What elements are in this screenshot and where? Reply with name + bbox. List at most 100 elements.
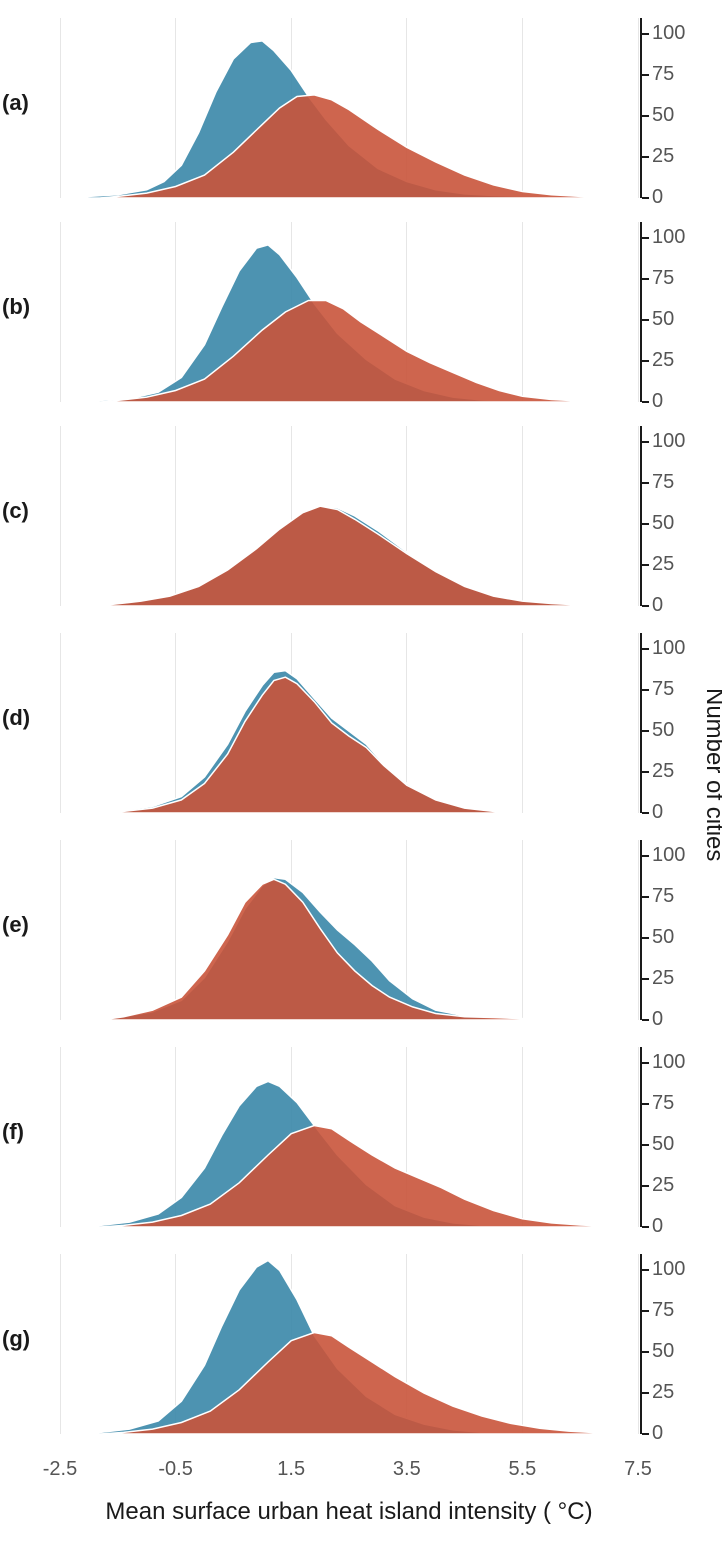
y-tick xyxy=(642,156,649,158)
y-tick-label: 50 xyxy=(652,926,674,949)
y-tick xyxy=(642,115,649,117)
y-tick xyxy=(642,1392,649,1394)
y-tick-label: 100 xyxy=(652,430,685,453)
y-axis-line xyxy=(640,426,642,606)
y-tick xyxy=(642,855,649,857)
panel-label-e: (e) xyxy=(2,912,29,938)
y-tick-label: 50 xyxy=(652,719,674,742)
y-tick-label: 25 xyxy=(652,760,674,783)
y-axis-line xyxy=(640,1254,642,1434)
x-tick-label: 1.5 xyxy=(277,1458,305,1481)
y-tick-label: 100 xyxy=(652,844,685,867)
y-tick xyxy=(642,1433,649,1435)
y-tick-label: 100 xyxy=(652,1258,685,1281)
y-tick-label: 75 xyxy=(652,471,674,494)
y-tick-label: 100 xyxy=(652,1051,685,1074)
y-axis-line xyxy=(640,222,642,402)
y-tick xyxy=(642,771,649,773)
y-tick xyxy=(642,1062,649,1064)
y-tick-label: 75 xyxy=(652,267,674,290)
y-tick xyxy=(642,1103,649,1105)
y-axis-line xyxy=(640,840,642,1020)
panel-f: 0255075100(f) xyxy=(0,1047,722,1227)
panel-label-a: (a) xyxy=(2,90,29,116)
panel-label-d: (d) xyxy=(2,705,30,731)
y-axis-title: Number of cities xyxy=(700,688,722,861)
y-tick-label: 25 xyxy=(652,1174,674,1197)
y-tick-label: 100 xyxy=(652,226,685,249)
y-tick xyxy=(642,689,649,691)
panel-a: 0255075100(a) xyxy=(0,18,722,198)
x-tick-label: -2.5 xyxy=(43,1458,77,1481)
density-svg-a xyxy=(0,18,722,198)
y-tick xyxy=(642,1144,649,1146)
panel-b: 0255075100(b) xyxy=(0,222,722,402)
y-tick-label: 25 xyxy=(652,967,674,990)
y-axis-line xyxy=(640,1047,642,1227)
y-tick xyxy=(642,33,649,35)
panel-c: 0255075100(c) xyxy=(0,426,722,606)
panel-label-c: (c) xyxy=(2,498,29,524)
x-tick-label: 7.5 xyxy=(624,1458,652,1481)
density-svg-d xyxy=(0,633,722,813)
y-tick xyxy=(642,74,649,76)
panel-e: 0255075100(e) xyxy=(0,840,722,1020)
y-tick xyxy=(642,730,649,732)
density-svg-e xyxy=(0,840,722,1020)
y-tick xyxy=(642,605,649,607)
density-svg-f xyxy=(0,1047,722,1227)
y-tick xyxy=(642,197,649,199)
y-tick-label: 75 xyxy=(652,63,674,86)
y-tick xyxy=(642,1310,649,1312)
y-tick xyxy=(642,1269,649,1271)
y-tick xyxy=(642,401,649,403)
y-tick xyxy=(642,1185,649,1187)
y-axis-line xyxy=(640,18,642,198)
panel-label-f: (f) xyxy=(2,1119,24,1145)
y-tick-label: 25 xyxy=(652,349,674,372)
x-tick-label: 5.5 xyxy=(508,1458,536,1481)
y-tick xyxy=(642,482,649,484)
panel-label-b: (b) xyxy=(2,294,30,320)
y-tick-label: 75 xyxy=(652,885,674,908)
density-svg-b xyxy=(0,222,722,402)
y-tick-label: 0 xyxy=(652,390,663,413)
x-tick-label: -0.5 xyxy=(158,1458,192,1481)
y-tick-label: 0 xyxy=(652,186,663,209)
density-red xyxy=(101,677,517,813)
y-tick xyxy=(642,648,649,650)
y-tick-label: 0 xyxy=(652,1422,663,1445)
panel-label-g: (g) xyxy=(2,1326,30,1352)
density-red xyxy=(101,879,563,1020)
y-tick xyxy=(642,1226,649,1228)
y-tick-label: 50 xyxy=(652,104,674,127)
y-tick xyxy=(642,1019,649,1021)
y-tick-label: 100 xyxy=(652,22,685,45)
y-tick xyxy=(642,812,649,814)
density-red xyxy=(89,506,609,606)
y-tick xyxy=(642,278,649,280)
panel-g: 0255075100(g) xyxy=(0,1254,722,1434)
density-svg-c xyxy=(0,426,722,606)
x-tick-label: 3.5 xyxy=(393,1458,421,1481)
density-svg-g xyxy=(0,1254,722,1434)
density-ridgeline-figure: 0 25 50 75 100 (a) 0 25 50 75 100 (b) 0 25 50 75 100 (c) 0… xyxy=(0,0,722,1552)
y-tick xyxy=(642,1351,649,1353)
y-tick xyxy=(642,523,649,525)
y-tick-label: 50 xyxy=(652,1340,674,1363)
y-tick xyxy=(642,237,649,239)
y-axis-line xyxy=(640,633,642,813)
y-tick-label: 75 xyxy=(652,1299,674,1322)
y-tick-label: 100 xyxy=(652,637,685,660)
y-tick xyxy=(642,978,649,980)
y-tick-label: 25 xyxy=(652,145,674,168)
y-tick-label: 75 xyxy=(652,678,674,701)
y-tick xyxy=(642,896,649,898)
y-tick xyxy=(642,937,649,939)
y-tick-label: 25 xyxy=(652,553,674,576)
y-tick-label: 0 xyxy=(652,594,663,617)
y-tick-label: 0 xyxy=(652,801,663,824)
y-tick-label: 50 xyxy=(652,512,674,535)
y-tick xyxy=(642,441,649,443)
y-tick-label: 25 xyxy=(652,1381,674,1404)
